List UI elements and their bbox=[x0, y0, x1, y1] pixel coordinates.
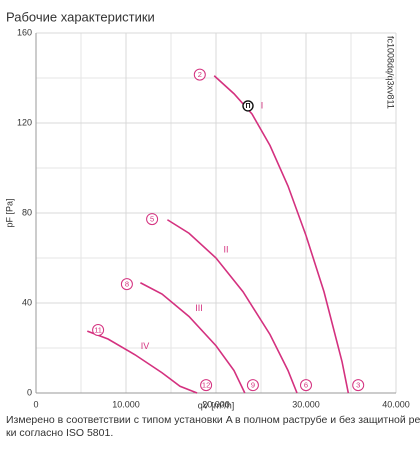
x-tick-label: 40.000 bbox=[382, 399, 410, 409]
annotation-circle bbox=[300, 379, 312, 392]
annotation-label: 2 bbox=[198, 70, 202, 79]
operating-point-label: П bbox=[245, 103, 250, 110]
y-tick-label: 80 bbox=[22, 207, 32, 217]
chart-title: Рабочие характеристики bbox=[6, 9, 155, 24]
series-label: II bbox=[223, 244, 228, 254]
series-line bbox=[166, 219, 298, 394]
annotation-circle bbox=[352, 379, 365, 392]
annotation-circle bbox=[193, 68, 206, 81]
annotation-label: 6 bbox=[304, 381, 308, 390]
x-axis-label: qV [m³/h] bbox=[198, 400, 235, 410]
series-label: I bbox=[261, 100, 264, 110]
x-tick-label: 20.000 bbox=[202, 399, 230, 409]
annotation-circle bbox=[92, 324, 105, 336]
x-tick-label: 10.000 bbox=[112, 399, 140, 409]
annotation-label: 3 bbox=[356, 381, 360, 390]
annotation-label: 9 bbox=[251, 381, 255, 390]
annotation-circle bbox=[200, 379, 213, 392]
series-line bbox=[213, 75, 350, 394]
annotation-label: 12 bbox=[202, 381, 210, 390]
annotation-label: 8 bbox=[125, 280, 129, 289]
annotation-circle bbox=[146, 213, 159, 226]
footnote: ки согласно ISO 5801. bbox=[6, 427, 113, 439]
series-label: IV bbox=[141, 341, 150, 351]
y-axis-label: pF [Pa] bbox=[4, 198, 14, 227]
operating-point bbox=[242, 100, 254, 112]
series-label: III bbox=[195, 303, 203, 313]
footnote: Измерено в соответствии с типом установк… bbox=[6, 414, 420, 426]
annotation-circle bbox=[246, 379, 259, 392]
annotation-label: 5 bbox=[150, 215, 154, 224]
y-tick-label: 0 bbox=[27, 387, 32, 397]
annotation-circle bbox=[120, 278, 133, 291]
y-tick-label: 40 bbox=[22, 297, 32, 307]
series-line bbox=[140, 282, 246, 394]
code-label: fc1008dq/q3xv811 bbox=[386, 36, 396, 109]
y-tick-label: 120 bbox=[17, 117, 32, 127]
x-tick-label: 0 bbox=[33, 399, 38, 409]
y-tick-label: 160 bbox=[17, 27, 32, 37]
annotation-label: 11 bbox=[94, 325, 102, 334]
x-tick-label: 30.000 bbox=[292, 399, 320, 409]
series-line bbox=[87, 330, 198, 394]
